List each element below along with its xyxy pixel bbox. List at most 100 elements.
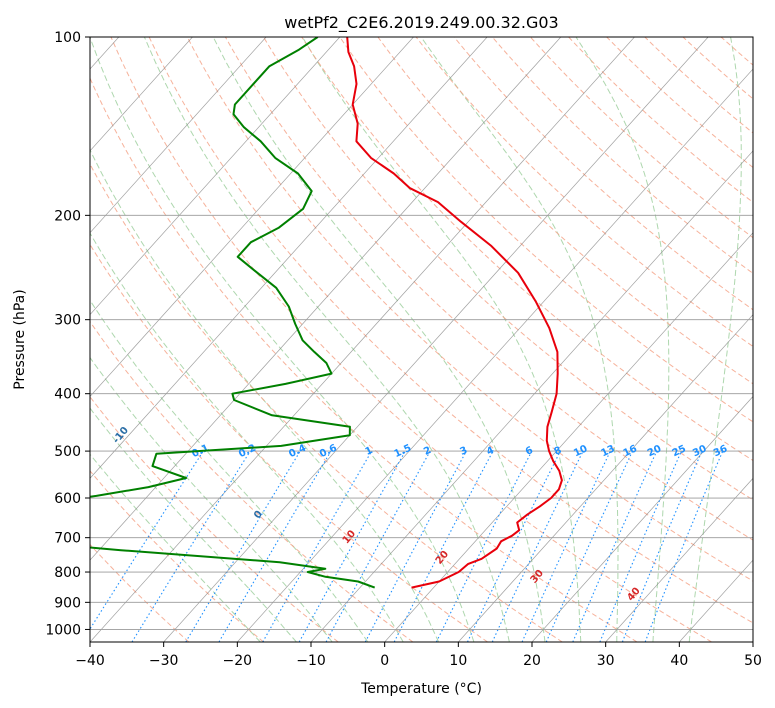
y-tick-label: 100 [54,30,81,46]
isotherm-line [90,37,267,234]
mixing-ratio-label: 10 [572,443,589,459]
x-tick-label: 30 [597,653,615,669]
dry-adiabat-line [568,37,753,203]
mixing-ratio-label: 6 [524,445,535,458]
dry-adiabat-line [415,37,753,348]
mixing-ratio-lines [90,450,724,642]
y-tick-label: 600 [54,491,81,507]
x-tick-label: −20 [223,653,253,669]
y-tick-label: 900 [54,595,81,611]
dewpoint-profile [90,37,376,589]
plot-frame [89,36,754,643]
dry-adiabat-line [90,320,414,642]
x-axis-label: Temperature (°C) [360,681,482,697]
isotherm-line [605,477,753,642]
y-axis-ticks: 100 200 300 400 500 600 700 800 900 1000 [45,30,90,638]
dry-adiabat-line [186,37,753,582]
moist-adiabat-line [420,37,619,642]
isotherm-line [90,37,414,397]
mixing-ratio-labels: 0.1 0.2 0.4 0.6 1 1.5 2 3 4 6 8 10 13 16 20 25 30 36 [190,443,729,460]
mixing-ratio-line [621,450,703,642]
isotherm-line [90,37,193,152]
plot-area: -100-90-80-70-60-50-40-30-20-10010203040… [90,37,753,642]
y-tick-label: 400 [54,387,81,403]
moist-adiabat-line [688,37,742,642]
sounding-profiles [90,37,563,589]
x-axis-ticks: −40 −30 −20 −10 0 10 20 30 40 50 [75,642,762,669]
dry-adiabat-line [110,37,712,642]
mixing-ratio-line [185,450,301,642]
mixing-ratio-label: 20 [646,443,663,459]
mixing-ratio-line [467,450,561,642]
mixing-ratio-label: 30 [691,443,708,459]
dry-adiabat-line [491,37,753,274]
mixing-ratio-line [131,450,251,642]
dry-adiabat-line [90,76,638,642]
y-tick-label: 500 [54,444,81,460]
dry-adiabat-line [90,163,563,642]
dry-adiabat-line [224,37,753,541]
mixing-ratio-label: 25 [671,443,688,459]
pressure-gridlines [90,37,753,630]
mixing-ratio-label: 8 [553,445,564,458]
moist-adiabat-line [575,37,670,642]
mixing-ratio-label: 36 [712,443,729,459]
moist-adiabat-line [90,299,369,642]
moist-adiabat-line [90,232,404,642]
isotherm-line [90,37,488,479]
dry-adiabat-line [90,396,339,642]
mixing-ratio-line [90,450,204,631]
mixing-ratio-line [521,450,611,642]
isotherm-line [237,68,753,642]
moist-adiabat-lines [90,37,742,642]
mixing-ratio-label: 4 [485,445,496,458]
x-tick-label: 0 [380,653,389,669]
x-tick-label: 40 [670,653,688,669]
moist-adiabat-line [143,37,510,642]
x-tick-label: 50 [744,653,762,669]
mixing-ratio-label: 16 [622,443,639,459]
moist-adiabat-line [212,37,546,642]
x-tick-label: −30 [149,653,179,669]
mixing-ratio-label: 2 [422,445,433,458]
y-tick-label: 1000 [45,622,81,638]
mixing-ratio-label: 1 [364,445,375,458]
isotherm-line [531,395,753,642]
x-tick-label: 10 [449,653,467,669]
isotherm-line [90,37,341,316]
dry-adiabat-line [377,37,753,385]
y-tick-label: 200 [54,208,81,224]
moist-adiabat-line [90,148,440,642]
mixing-ratio-line [325,450,431,642]
x-tick-label: −10 [296,653,326,669]
mixing-ratio-line [545,450,633,642]
mixing-ratio-label: 13 [599,443,616,459]
dry-adiabat-line [263,37,753,501]
x-tick-label: −40 [75,653,105,669]
dry-adiabat-line [148,37,753,624]
isotherm-line [458,314,753,642]
mixing-ratio-line [599,450,682,642]
mixing-ratio-line [298,450,406,642]
moist-adiabat-line [90,37,475,642]
y-tick-label: 700 [54,531,81,547]
isotherm-line [90,37,562,561]
y-tick-label: 300 [54,313,81,329]
moist-adiabat-line [90,453,261,642]
isotherm-line [310,150,753,642]
mixing-ratio-line [218,450,332,642]
isotherm-line [163,37,709,642]
y-tick-label: 800 [54,565,81,581]
isotherm-line [90,37,635,642]
mixing-ratio-line [262,450,373,642]
y-axis-label: Pressure (hPa) [12,289,28,389]
isotherm-lines [90,37,753,642]
isotherm-line [384,232,753,642]
x-tick-label: 20 [523,653,541,669]
dry-adiabat-line [90,243,488,642]
mixing-ratio-label: 3 [458,445,469,458]
mixing-ratio-line [491,450,584,642]
temperature-profile [346,37,563,589]
